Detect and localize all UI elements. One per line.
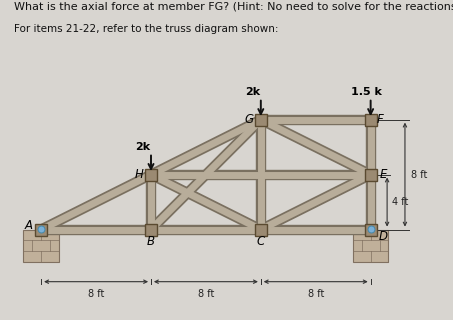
Text: What is the axial force at member FG? (Hint: No need to solve for the reactions): What is the axial force at member FG? (H… <box>14 2 453 12</box>
Text: 2k: 2k <box>135 142 150 152</box>
Text: E: E <box>379 168 387 181</box>
Text: 1.5 k: 1.5 k <box>351 87 382 97</box>
Text: For items 21-22, refer to the truss diagram shown:: For items 21-22, refer to the truss diag… <box>14 24 278 34</box>
Text: 4 ft: 4 ft <box>392 197 408 207</box>
Text: 8 ft: 8 ft <box>308 289 324 299</box>
Text: 2k: 2k <box>245 87 260 97</box>
Text: F: F <box>377 113 384 126</box>
Text: H: H <box>135 168 144 181</box>
Text: B: B <box>147 235 155 248</box>
Text: C: C <box>257 235 265 248</box>
Bar <box>353 229 389 262</box>
Text: 8 ft: 8 ft <box>411 170 428 180</box>
Text: 8 ft: 8 ft <box>88 289 104 299</box>
Text: 8 ft: 8 ft <box>198 289 214 299</box>
Text: A: A <box>25 219 33 232</box>
Text: D: D <box>379 230 387 243</box>
Text: G: G <box>245 113 254 126</box>
Bar <box>24 229 59 262</box>
